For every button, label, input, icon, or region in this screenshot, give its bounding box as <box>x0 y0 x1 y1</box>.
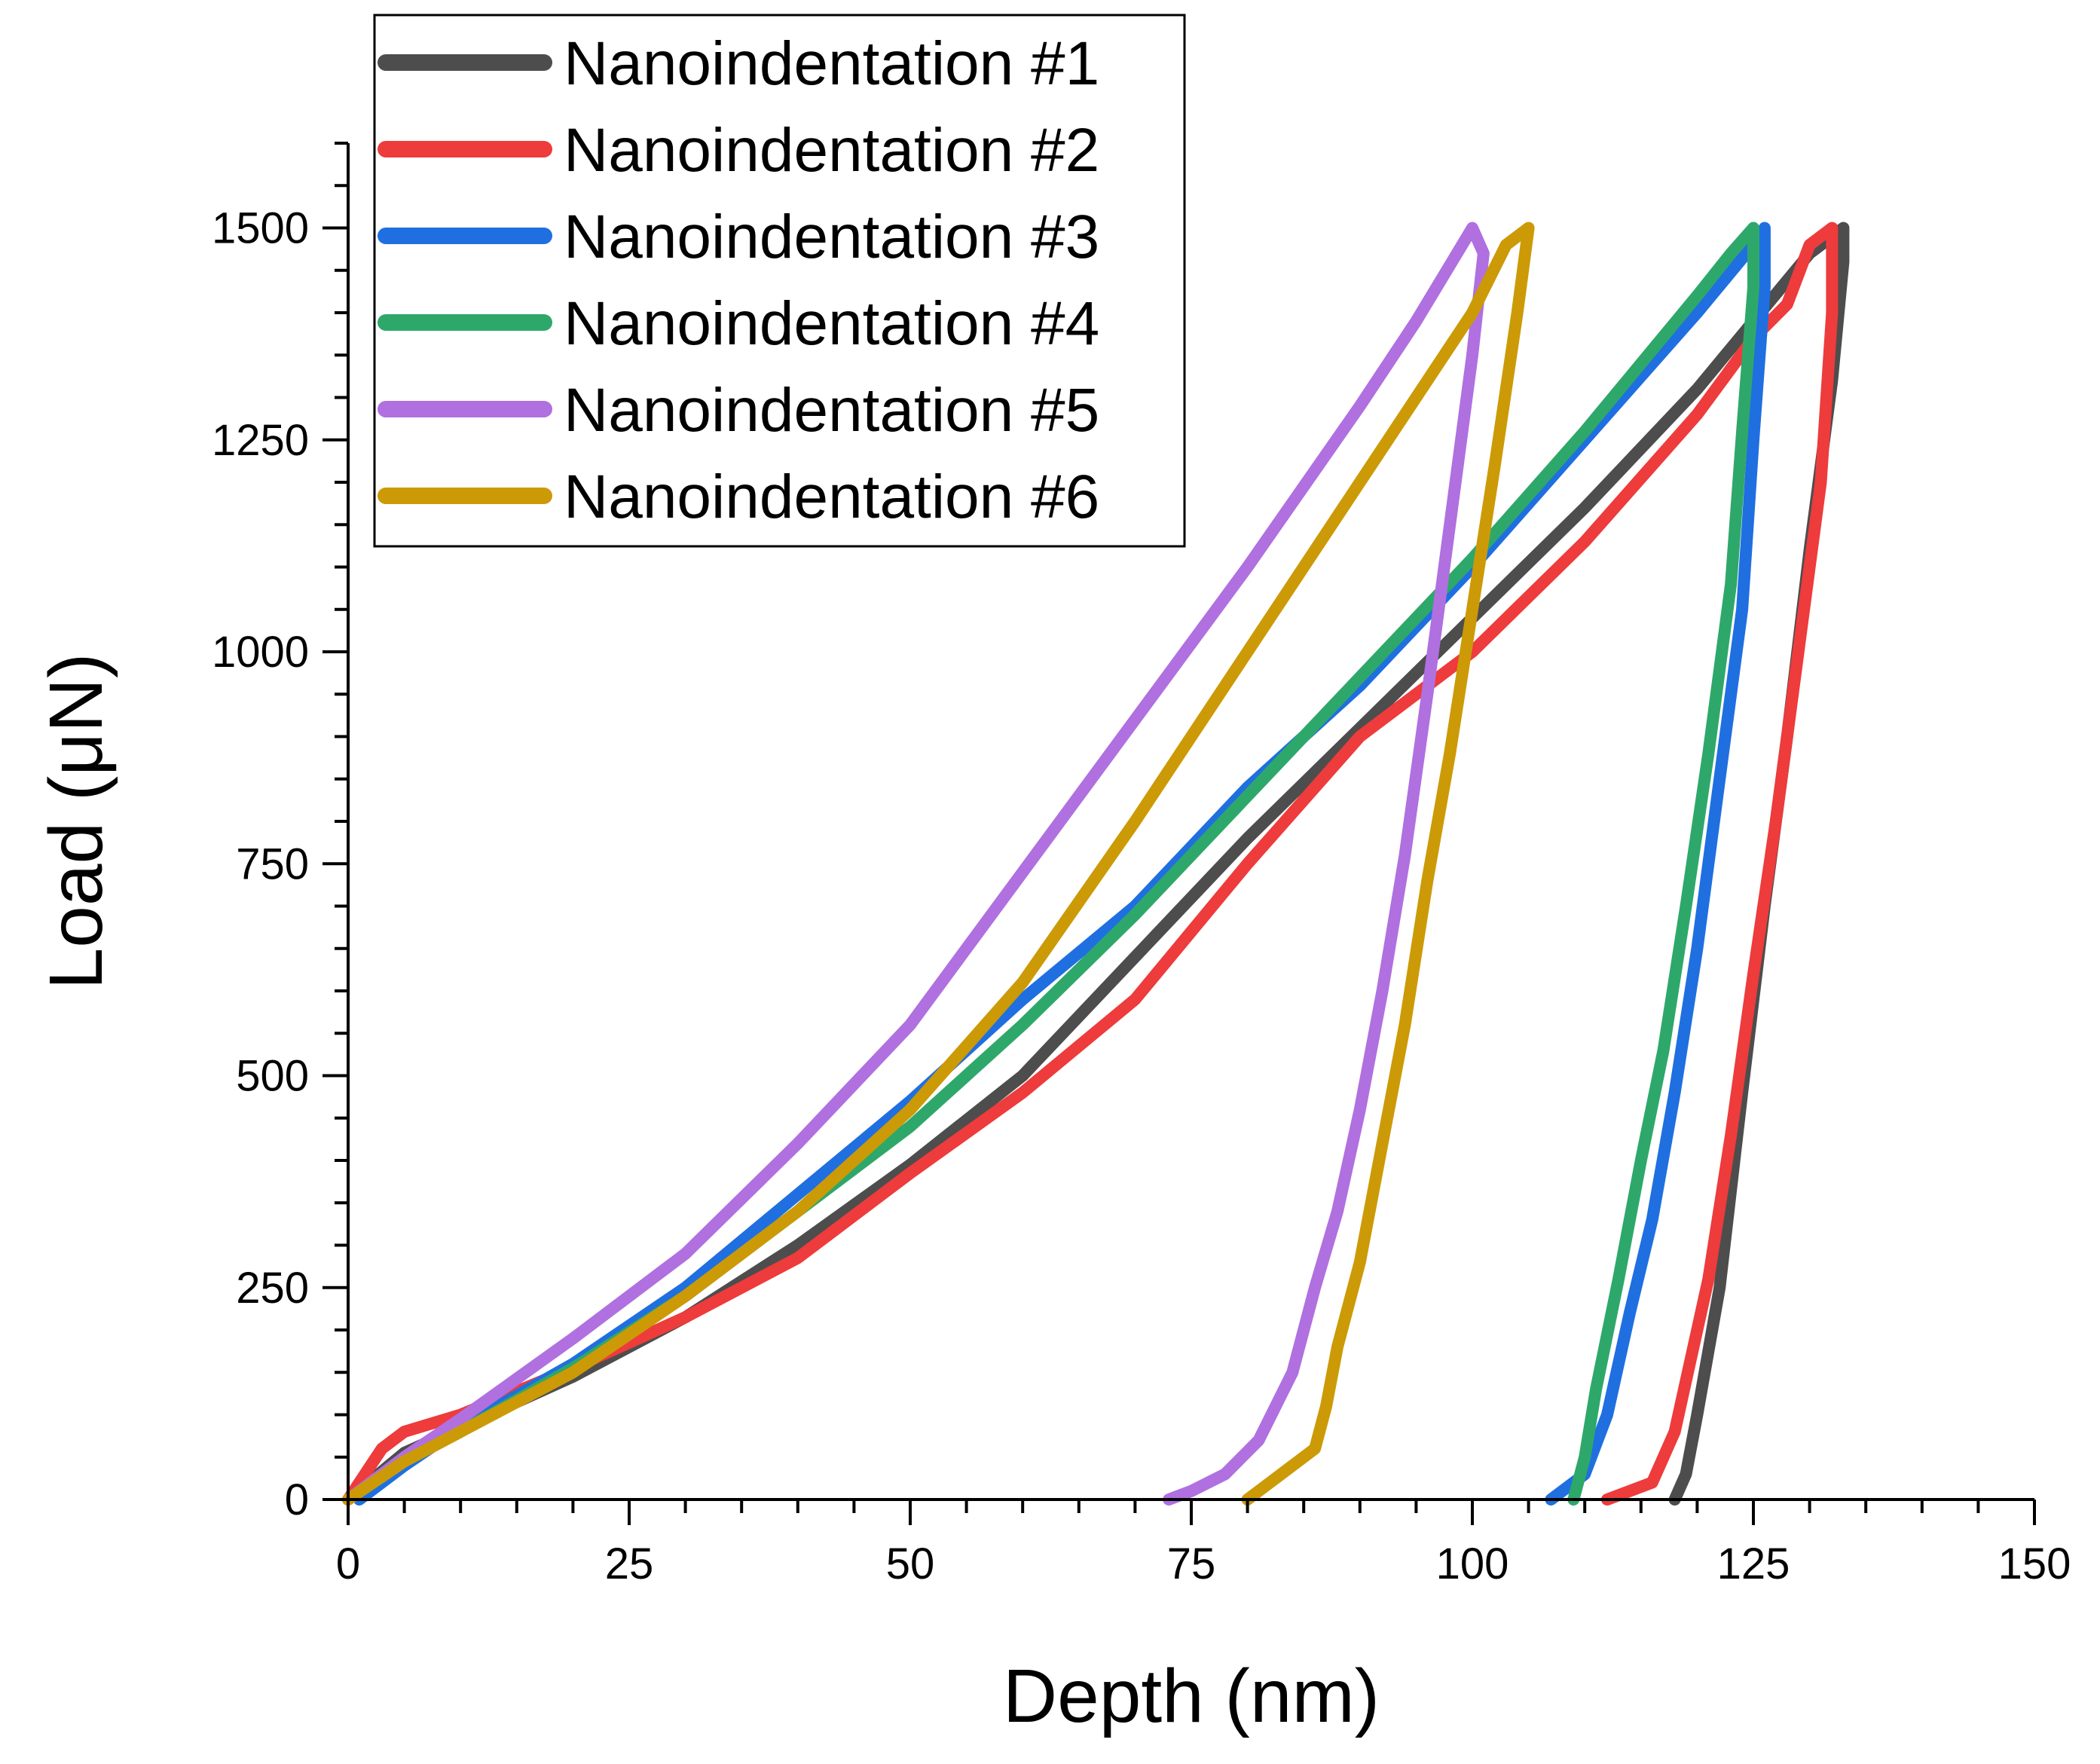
legend-label-1: Nanoindentation #1 <box>564 29 1099 98</box>
legend-label-4: Nanoindentation #4 <box>564 289 1099 358</box>
y-tick-label: 250 <box>236 1264 309 1313</box>
x-tick-label: 100 <box>1436 1539 1509 1588</box>
x-axis-ticks: 0 25 50 75 100 125 150 <box>336 1500 2071 1588</box>
series-line-5 <box>342 222 1490 1506</box>
y-tick-label: 750 <box>236 839 309 888</box>
legend: Nanoindentation #1 Nanoindentation #2 Nano… <box>373 14 1186 548</box>
legend-label-2: Nanoindentation #2 <box>564 116 1099 185</box>
legend-label-3: Nanoindentation #3 <box>564 203 1099 271</box>
x-tick-label: 0 <box>336 1539 360 1588</box>
y-tick-label: 1250 <box>212 416 309 465</box>
y-axis-ticks: 0 250 500 750 1000 1250 1500 <box>212 142 348 1524</box>
y-tick-label: 500 <box>236 1052 309 1101</box>
x-tick-label: 125 <box>1717 1539 1790 1588</box>
x-tick-label: 25 <box>605 1539 654 1588</box>
y-tick-label: 0 <box>285 1475 309 1524</box>
y-tick-label: 1500 <box>212 204 309 253</box>
y-tick-label: 1000 <box>212 628 309 677</box>
x-tick-label: 75 <box>1167 1539 1216 1588</box>
legend-box <box>373 14 1186 548</box>
series-line-2 <box>342 222 1839 1506</box>
x-axis-title: Depth (nm) <box>1003 1654 1380 1738</box>
x-tick-label: 50 <box>886 1539 935 1588</box>
legend-label-6: Nanoindentation #6 <box>564 463 1099 531</box>
series-line-3 <box>353 222 1771 1506</box>
series-line-6 <box>342 222 1535 1506</box>
x-tick-label: 150 <box>1998 1539 2071 1588</box>
series-lines <box>342 222 1850 1506</box>
y-axis-title: Load (μN) <box>34 653 118 990</box>
legend-label-5: Nanoindentation #5 <box>564 376 1099 445</box>
